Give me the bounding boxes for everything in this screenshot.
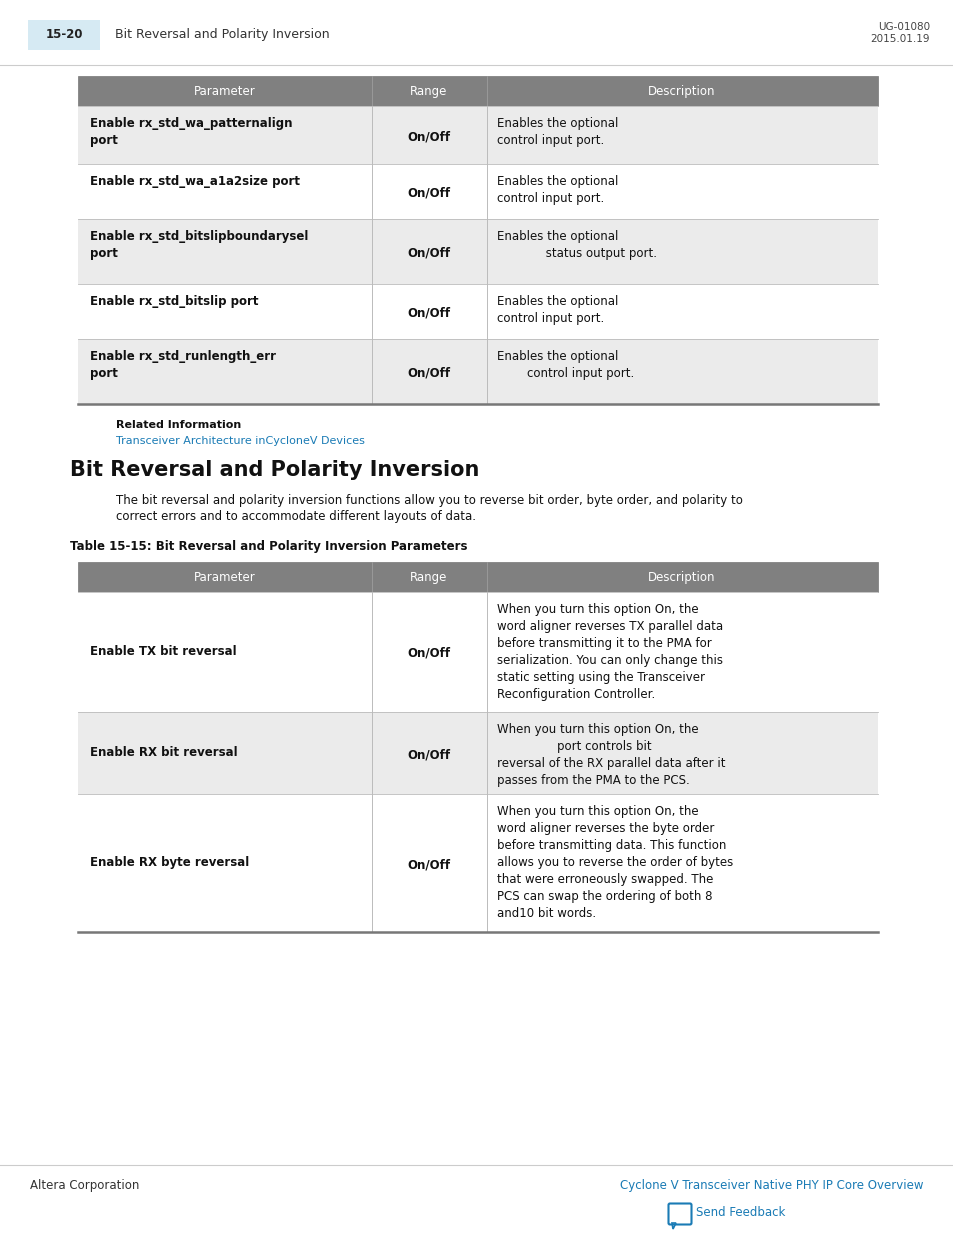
Text: On/Off: On/Off [407, 306, 450, 319]
Text: Description: Description [648, 85, 715, 98]
Text: When you turn this option On, the
word aligner reverses TX parallel data
before : When you turn this option On, the word a… [497, 603, 722, 701]
Text: correct errors and to accommodate different layouts of data.: correct errors and to accommodate differ… [116, 510, 476, 522]
Bar [78, 592, 877, 713]
Text: Enable RX byte reversal: Enable RX byte reversal [90, 856, 249, 869]
Text: Enable rx_std_runlength_err
port: Enable rx_std_runlength_err port [90, 350, 275, 380]
Text: Enables the optional
             status output port.: Enables the optional status output port. [497, 230, 657, 261]
Text: Related Information: Related Information [116, 420, 241, 430]
Text: On/Off: On/Off [407, 186, 450, 199]
Text: When you turn this option On, the
word aligner reverses the byte order
before tr: When you turn this option On, the word a… [497, 805, 733, 920]
Bar [0, 0, 953, 65]
Text: 2015.01.19: 2015.01.19 [869, 35, 929, 44]
Text: Enables the optional
        control input port.: Enables the optional control input port. [497, 350, 634, 380]
Bar [78, 562, 877, 592]
Bar [78, 219, 877, 284]
Bar [78, 164, 877, 219]
Text: UG-01080: UG-01080 [877, 22, 929, 32]
Bar [78, 106, 877, 164]
Text: On/Off: On/Off [407, 246, 450, 259]
Bar [78, 713, 877, 794]
Text: Enable rx_std_wa_a1a2size port: Enable rx_std_wa_a1a2size port [90, 175, 299, 188]
Text: 15-20: 15-20 [45, 28, 83, 41]
Bar [28, 20, 100, 49]
Text: Range: Range [410, 571, 447, 584]
Text: On/Off: On/Off [407, 130, 450, 143]
Text: Enables the optional
control input port.: Enables the optional control input port. [497, 295, 618, 325]
Text: Transceiver Architecture inCycloneV Devices: Transceiver Architecture inCycloneV Devi… [116, 436, 364, 446]
Text: Enable rx_std_bitslip port: Enable rx_std_bitslip port [90, 295, 258, 308]
Text: Bit Reversal and Polarity Inversion: Bit Reversal and Polarity Inversion [70, 459, 478, 480]
Text: Enable rx_std_bitslipboundarysel
port: Enable rx_std_bitslipboundarysel port [90, 230, 308, 261]
Text: Bit Reversal and Polarity Inversion: Bit Reversal and Polarity Inversion [115, 28, 330, 41]
Text: Enable TX bit reversal: Enable TX bit reversal [90, 645, 236, 658]
Text: On/Off: On/Off [407, 748, 450, 761]
Bar [78, 77, 877, 106]
Text: On/Off: On/Off [407, 366, 450, 379]
Text: Enables the optional
control input port.: Enables the optional control input port. [497, 175, 618, 205]
Text: Enable RX bit reversal: Enable RX bit reversal [90, 746, 237, 760]
Bar [78, 338, 877, 404]
Text: Parameter: Parameter [193, 85, 255, 98]
Text: On/Off: On/Off [407, 647, 450, 659]
Text: Send Feedback: Send Feedback [696, 1207, 784, 1219]
Bar [78, 284, 877, 338]
Bar [78, 794, 877, 932]
Text: Altera Corporation: Altera Corporation [30, 1179, 139, 1192]
Text: Range: Range [410, 85, 447, 98]
Text: Description: Description [648, 571, 715, 584]
Text: Enable rx_std_wa_patternalign
port: Enable rx_std_wa_patternalign port [90, 117, 293, 147]
Text: Enables the optional
control input port.: Enables the optional control input port. [497, 117, 618, 147]
Text: On/Off: On/Off [407, 858, 450, 871]
Text: The bit reversal and polarity inversion functions allow you to reverse bit order: The bit reversal and polarity inversion … [116, 494, 742, 508]
Text: Parameter: Parameter [193, 571, 255, 584]
Text: Cyclone V Transceiver Native PHY IP Core Overview: Cyclone V Transceiver Native PHY IP Core… [619, 1179, 923, 1192]
Text: Table 15-15: Bit Reversal and Polarity Inversion Parameters: Table 15-15: Bit Reversal and Polarity I… [70, 540, 467, 553]
Text: When you turn this option On, the
                port controls bit
reversal of : When you turn this option On, the port c… [497, 722, 724, 787]
